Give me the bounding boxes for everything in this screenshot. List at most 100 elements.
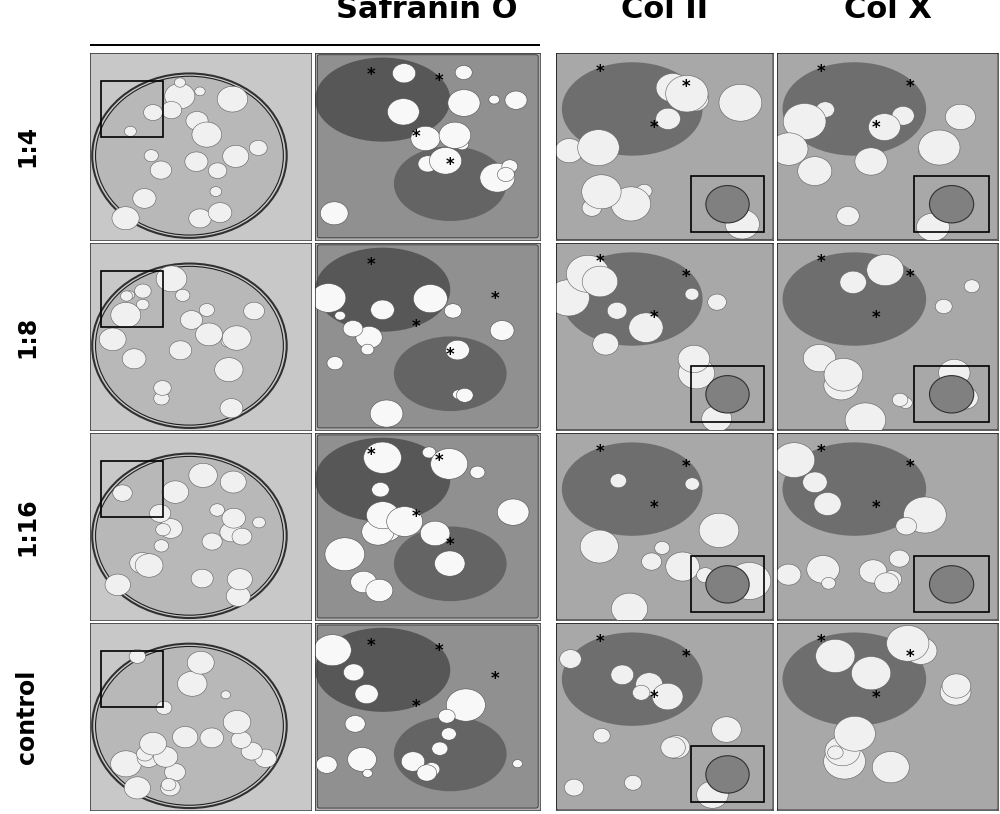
Circle shape <box>125 291 135 300</box>
Circle shape <box>221 691 231 699</box>
Circle shape <box>501 326 512 335</box>
FancyBboxPatch shape <box>317 435 538 618</box>
Text: *: * <box>905 268 914 286</box>
Circle shape <box>154 540 169 552</box>
Circle shape <box>420 521 450 545</box>
Ellipse shape <box>394 527 507 602</box>
Circle shape <box>869 114 900 141</box>
Circle shape <box>369 514 402 542</box>
Circle shape <box>564 779 584 796</box>
Circle shape <box>432 742 448 755</box>
Text: *: * <box>595 443 604 461</box>
Circle shape <box>678 357 715 389</box>
Circle shape <box>311 283 346 313</box>
Circle shape <box>803 472 827 492</box>
Circle shape <box>122 348 146 369</box>
Circle shape <box>325 538 365 571</box>
FancyBboxPatch shape <box>556 433 773 620</box>
Ellipse shape <box>315 58 450 142</box>
FancyBboxPatch shape <box>777 624 998 810</box>
Circle shape <box>156 266 187 291</box>
Circle shape <box>154 746 178 768</box>
Text: *: * <box>412 128 421 146</box>
Circle shape <box>666 552 699 581</box>
Ellipse shape <box>562 62 703 155</box>
Circle shape <box>105 574 130 596</box>
Circle shape <box>140 733 166 755</box>
Circle shape <box>578 129 619 165</box>
Circle shape <box>917 213 949 241</box>
Circle shape <box>372 483 389 497</box>
FancyBboxPatch shape <box>777 53 998 239</box>
Circle shape <box>656 73 689 102</box>
Circle shape <box>685 478 699 490</box>
Text: Col II: Col II <box>621 0 708 24</box>
Circle shape <box>840 271 866 294</box>
Circle shape <box>231 731 251 748</box>
FancyBboxPatch shape <box>317 245 538 428</box>
Circle shape <box>208 203 232 222</box>
Text: *: * <box>367 66 376 85</box>
Text: *: * <box>817 252 826 271</box>
Circle shape <box>837 207 859 225</box>
Circle shape <box>162 481 189 503</box>
Circle shape <box>165 764 185 781</box>
Circle shape <box>905 637 937 664</box>
Circle shape <box>366 580 393 602</box>
Ellipse shape <box>96 457 283 615</box>
Circle shape <box>255 749 276 768</box>
Circle shape <box>361 344 374 355</box>
Circle shape <box>136 746 153 761</box>
Circle shape <box>413 285 447 313</box>
Circle shape <box>825 736 860 766</box>
Circle shape <box>111 303 141 328</box>
Circle shape <box>697 781 728 808</box>
Circle shape <box>663 736 690 759</box>
Circle shape <box>919 142 939 160</box>
Circle shape <box>489 95 500 104</box>
Text: *: * <box>650 689 658 707</box>
Circle shape <box>942 674 971 698</box>
Text: *: * <box>412 508 421 526</box>
Circle shape <box>133 189 156 208</box>
Circle shape <box>497 168 514 182</box>
Circle shape <box>99 328 126 351</box>
Circle shape <box>655 541 670 554</box>
Text: *: * <box>817 443 826 461</box>
Text: *: * <box>872 119 881 137</box>
Circle shape <box>129 650 146 663</box>
Circle shape <box>220 471 246 493</box>
Text: *: * <box>872 689 881 707</box>
Circle shape <box>226 586 250 606</box>
Text: *: * <box>650 119 658 137</box>
Circle shape <box>411 126 440 151</box>
Circle shape <box>435 551 465 576</box>
Circle shape <box>611 593 648 624</box>
Circle shape <box>798 156 832 186</box>
Text: *: * <box>817 632 826 651</box>
Circle shape <box>714 383 737 403</box>
Circle shape <box>502 160 518 173</box>
Circle shape <box>154 381 171 396</box>
Circle shape <box>178 672 207 696</box>
Circle shape <box>135 284 151 298</box>
FancyBboxPatch shape <box>556 53 773 239</box>
Ellipse shape <box>562 252 703 346</box>
Text: control: control <box>15 669 39 764</box>
Circle shape <box>807 555 839 583</box>
Text: *: * <box>446 536 455 554</box>
Text: *: * <box>682 77 691 95</box>
Circle shape <box>607 302 627 319</box>
Circle shape <box>706 566 749 603</box>
Circle shape <box>387 98 419 125</box>
Text: *: * <box>650 309 658 326</box>
Circle shape <box>112 207 139 230</box>
FancyBboxPatch shape <box>556 243 773 430</box>
Text: *: * <box>491 670 500 688</box>
Circle shape <box>161 778 176 790</box>
FancyBboxPatch shape <box>777 243 998 430</box>
FancyBboxPatch shape <box>317 55 538 238</box>
Circle shape <box>343 321 363 337</box>
Circle shape <box>150 161 172 179</box>
Circle shape <box>124 126 136 137</box>
